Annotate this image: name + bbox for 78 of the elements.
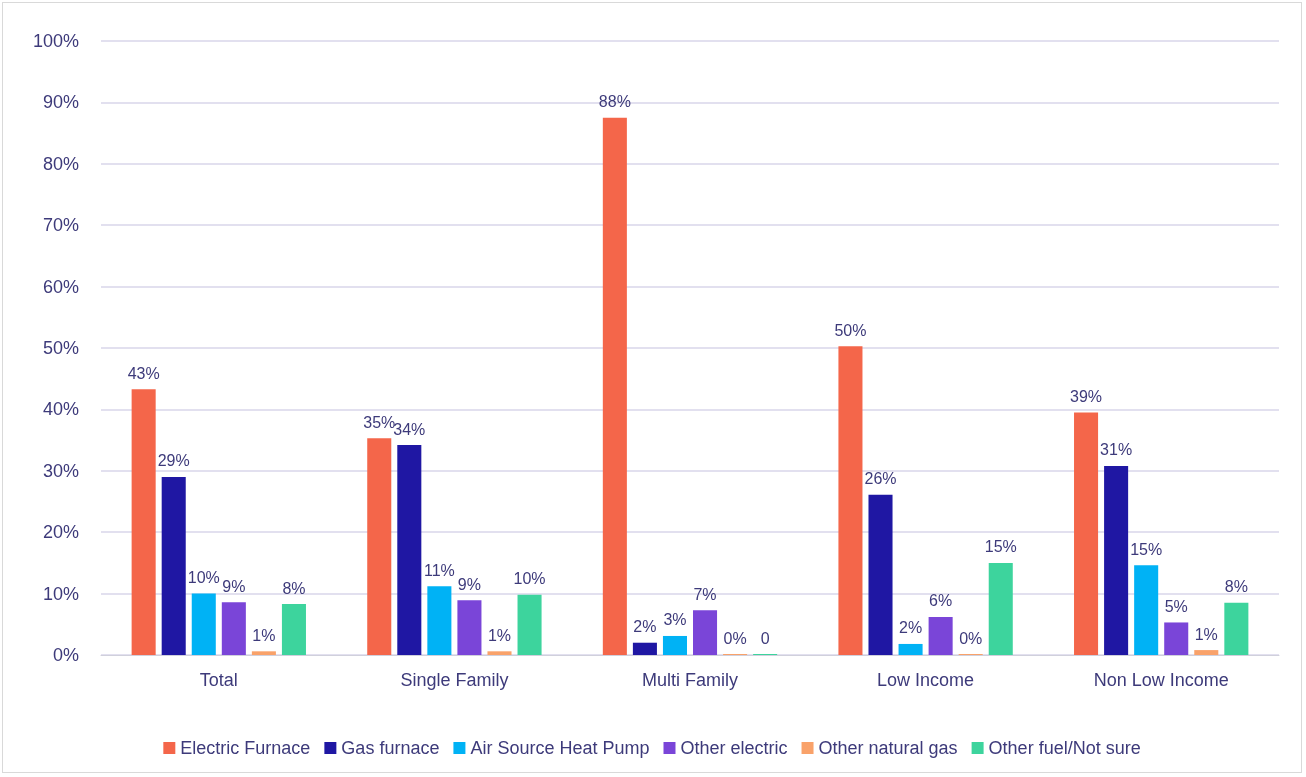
bar [517,594,542,655]
legend-label: Electric Furnace [180,738,311,758]
data-label: 6% [929,592,953,610]
y-tick-label: 80% [42,153,79,174]
bar [898,643,923,655]
data-label: 1% [252,626,276,644]
data-label: 10% [187,569,220,587]
bar [1104,465,1129,655]
y-tick-label: 0% [52,645,79,665]
bar [1074,412,1099,655]
data-label: 1% [487,626,512,644]
data-label: 3% [663,611,687,629]
y-tick-label: 20% [42,522,79,543]
legend-label: Other electric [680,738,788,758]
bar [693,610,718,655]
data-label: 0% [959,629,983,647]
bar [427,586,452,655]
data-label: 88% [598,93,631,111]
data-label: 31% [1100,441,1133,459]
data-label: 35% [363,413,396,431]
bar [602,117,627,655]
data-label: 15% [984,538,1017,556]
bar [251,651,276,655]
bar [1224,602,1249,655]
bar [988,562,1013,655]
data-label: 2% [899,619,923,637]
bar [397,445,422,655]
x-tick-label: Non Low Income [1093,670,1229,690]
bar [281,604,306,655]
y-tick-label: 60% [42,276,79,297]
y-tick-label: 50% [42,338,79,358]
data-label: 15% [1130,540,1163,558]
bar [161,476,186,655]
bar [662,635,687,655]
data-label: 5% [1164,597,1188,615]
bar [457,600,482,655]
bar [367,438,392,655]
data-label: 9% [457,575,481,593]
legend-label: Gas furnace [341,738,440,758]
bar [632,642,657,655]
y-tick-label: 90% [42,92,79,113]
legend-label: Other natural gas [818,738,958,758]
x-tick-label: Total [199,670,238,690]
data-label: 0% [723,629,747,647]
legend-label: Air Source Heat Pump [470,738,650,758]
data-label: 50% [834,321,867,339]
bar [1134,565,1159,655]
y-tick-label: 70% [42,215,79,236]
y-tick-label: 100% [32,31,79,51]
bar [1194,650,1219,655]
bar [1164,622,1189,655]
y-tick-label: 10% [42,583,79,604]
bar [221,602,246,655]
data-label: 26% [864,470,897,488]
bar [131,389,156,655]
data-label: 8% [282,579,306,597]
bar [838,346,863,655]
legend-label: Other fuel/Not sure [988,738,1141,758]
y-tick-label: 30% [42,460,79,481]
bar [487,651,512,655]
data-label: 39% [1070,387,1103,405]
data-label: 9% [222,577,246,595]
data-label: 0 [760,629,770,647]
data-label: 1% [1194,625,1218,643]
data-label: 8% [1224,578,1248,596]
data-label: 11% [423,561,455,579]
data-label: 29% [157,452,190,470]
x-tick-label: Multi Family [641,670,739,690]
data-label: 2% [633,618,657,636]
bar [191,593,216,655]
data-label: 10% [513,570,546,588]
x-tick-label: Single Family [400,670,509,690]
bar [928,616,953,655]
x-tick-label: Low Income [877,670,975,690]
bar [868,494,893,655]
data-label: 43% [127,364,160,382]
data-label: 7% [693,585,717,603]
y-tick-label: 40% [42,399,79,420]
